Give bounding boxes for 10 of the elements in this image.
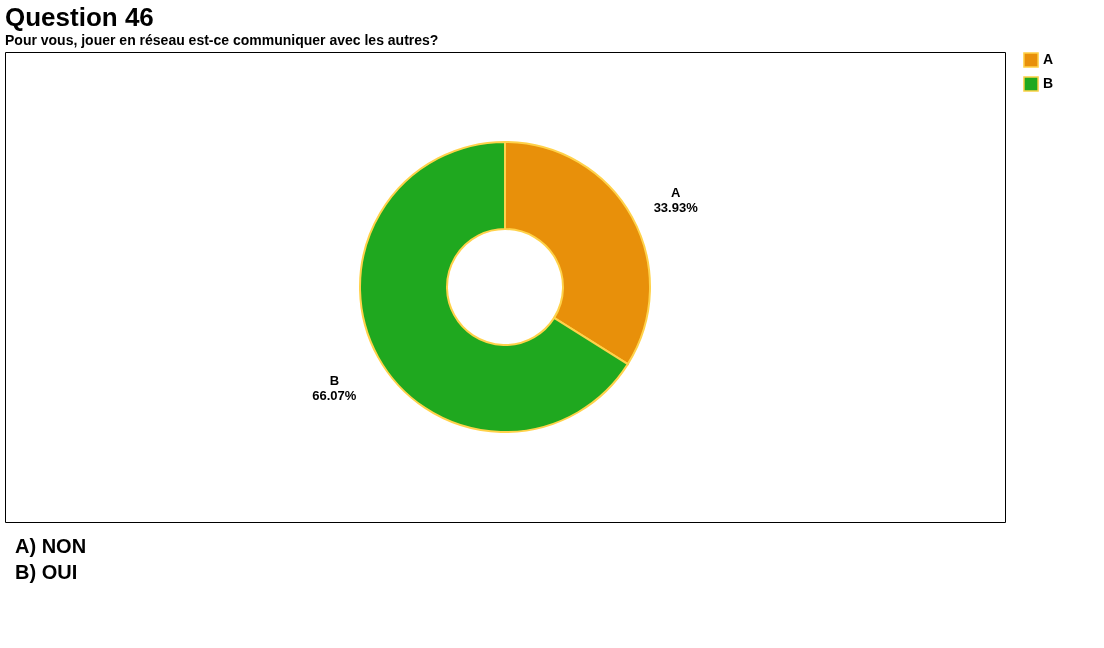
legend-label: A: [1043, 51, 1054, 67]
slice-label: A: [670, 184, 681, 200]
legend-label: B: [1043, 75, 1054, 91]
text: B) OUI: [15, 561, 78, 583]
chart-subtitle: Pour vous, jouer en réseau est-ce communiquer avec les autres?: [5, 32, 439, 48]
data-label: 33.93%: [653, 199, 699, 215]
slice-label: B: [329, 373, 340, 389]
text: Question 46: [5, 2, 154, 32]
text: A) NON: [15, 535, 87, 557]
data-label: 66.07%: [312, 388, 357, 404]
